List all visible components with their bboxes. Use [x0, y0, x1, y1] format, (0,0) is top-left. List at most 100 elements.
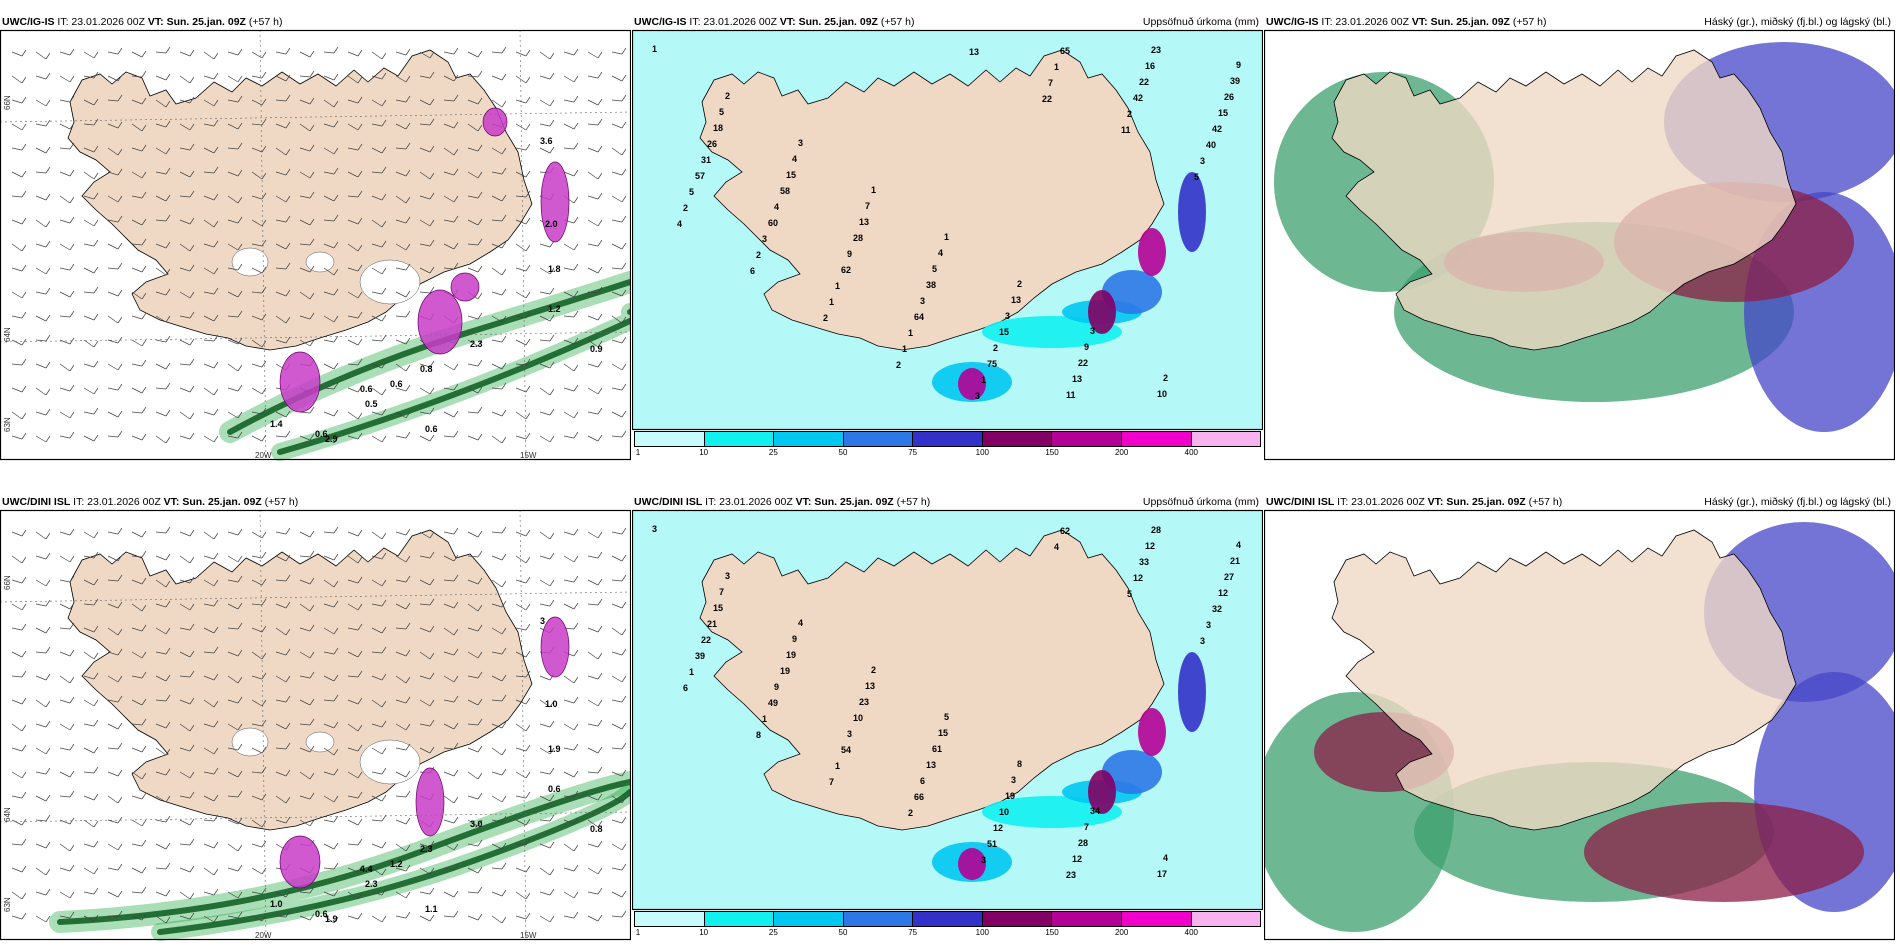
- gust-value-label: 0.8: [590, 824, 603, 834]
- gust-value-label: 0.5: [365, 399, 378, 409]
- precip-value-label: 15: [938, 728, 948, 738]
- panel-header: UWC/DINI ISL IT: 23.01.2026 00Z VT: Sun.…: [1266, 496, 1891, 510]
- gust-value-label: 0.6: [315, 429, 328, 439]
- precip-value-label: 2: [1163, 373, 1168, 383]
- lead-time: (+57 h): [896, 496, 931, 508]
- precip-value-label: 12: [1133, 573, 1143, 583]
- precip-value-label: 5: [932, 264, 937, 274]
- panel-header: UWC/DINI ISL IT: 23.01.2026 00Z VT: Sun.…: [2, 496, 627, 510]
- snow-area: [450, 272, 480, 302]
- precip-value-label: 32: [1212, 604, 1222, 614]
- legend-ticks: 1 10 25 50 75 100 150 200 400: [634, 448, 1261, 458]
- precip-value-label: 3: [1200, 636, 1205, 646]
- precip-value-label: 13: [969, 47, 979, 57]
- precip-value-label: 26: [707, 139, 717, 149]
- legend-tick-label: 50: [838, 448, 848, 457]
- gust-value-label: 3.0: [470, 819, 483, 829]
- gust-value-label: 1.0: [270, 899, 283, 909]
- legend-color-segment: [913, 912, 983, 926]
- legend-tick-label: 400: [1184, 928, 1199, 937]
- precip-value-label: 18: [713, 123, 723, 133]
- precip-value-label: 2: [1017, 279, 1022, 289]
- precip-value-label: 7: [719, 587, 724, 597]
- panel-wind-snow-top: UWC/IG-IS IT: 23.01.2026 00Z VT: Sun. 25…: [0, 12, 631, 462]
- precip-area: [1088, 770, 1116, 814]
- gust-value-label: 3.6: [540, 136, 553, 146]
- gust-value-label: 0.6: [315, 909, 328, 919]
- precip-area: [1102, 750, 1162, 794]
- precip-value-label: 22: [701, 635, 711, 645]
- gust-value-label: 0.9: [590, 344, 603, 354]
- precip-value-label: 27: [1224, 572, 1234, 582]
- precip-value-label: 3: [975, 391, 980, 401]
- precip-value-label: 2: [756, 250, 761, 260]
- precip-value-label: 1: [829, 297, 834, 307]
- map-precip-top: 1231123295474139103918151353222326265828…: [632, 29, 1263, 431]
- precip-area: [1138, 708, 1166, 756]
- legend-tick-label: 200: [1114, 448, 1129, 457]
- legend-tick-label: 200: [1114, 928, 1129, 937]
- legend-tick-label: 10: [699, 928, 709, 937]
- precip-value-label: 8: [1017, 759, 1022, 769]
- longitude-label: 20W: [255, 451, 272, 460]
- valid-time: VT: Sun. 25.jan. 09Z: [779, 16, 878, 28]
- glacier: [305, 251, 335, 273]
- precip-area: [1102, 270, 1162, 314]
- init-time: IT: 23.01.2026 00Z: [689, 16, 777, 28]
- wind-gust-band-core: [57, 779, 631, 925]
- longitude-label: 15W: [520, 451, 537, 460]
- gust-value-label: 0.8: [420, 364, 433, 374]
- legend-colorbar: [634, 911, 1261, 927]
- precip-value-label: 23: [859, 697, 869, 707]
- precip-value-label: 16: [1145, 61, 1155, 71]
- latitude-label: 64N: [3, 327, 12, 342]
- panel-header: UWC/DINI ISL IT: 23.01.2026 00Z VT: Sun.…: [634, 496, 1259, 510]
- precip-value-label: 23: [1151, 45, 1161, 55]
- legend-color-segment: [843, 432, 914, 446]
- precip-value-label: 19: [780, 666, 790, 676]
- glacier: [305, 731, 335, 753]
- legend-color-segment: [1052, 912, 1122, 926]
- legend-ticks: 1 10 25 50 75 100 150 200 400: [634, 928, 1261, 938]
- model-name: UWC/IG-IS: [1266, 16, 1319, 28]
- precip-value-label: 11: [1066, 390, 1076, 400]
- panel-cloud-top: UWC/IG-IS IT: 23.01.2026 00Z VT: Sun. 25…: [1264, 12, 1895, 462]
- legend-tick-label: 75: [908, 448, 918, 457]
- precip-value-label: 3: [652, 524, 657, 534]
- precip-value-label: 2: [908, 808, 913, 818]
- lead-time: (+57 h): [264, 496, 299, 508]
- cloud-layer: [1584, 802, 1864, 902]
- glacier: [231, 727, 269, 757]
- precip-value-label: 6: [683, 683, 688, 693]
- precip-value-label: 2: [1127, 109, 1132, 119]
- legend-color-segment: [982, 432, 1053, 446]
- iceland-land: [1331, 49, 1797, 351]
- wind-gust-band-core: [277, 308, 631, 455]
- panel-title: Uppsöfnuð úrkoma (mm): [1142, 496, 1259, 508]
- precip-value-label: 3: [1206, 620, 1211, 630]
- panel-header: UWC/IG-IS IT: 23.01.2026 00Z VT: Sun. 25…: [634, 16, 1259, 30]
- precip-value-label: 3: [1011, 775, 1016, 785]
- init-time: IT: 23.01.2026 00Z: [73, 496, 161, 508]
- precip-value-label: 23: [1066, 870, 1076, 880]
- legend-color-segment: [1121, 912, 1192, 926]
- precip-value-label: 15: [786, 170, 796, 180]
- precip-value-label: 7: [1084, 822, 1089, 832]
- gust-value-label: 0.6: [360, 384, 373, 394]
- gust-value-label: 4.4: [360, 864, 373, 874]
- wind-gust-band-core: [157, 789, 631, 935]
- panel-precip-bottom: UWC/DINI ISL IT: 23.01.2026 00Z VT: Sun.…: [632, 492, 1263, 942]
- precip-value-label: 26: [1224, 92, 1234, 102]
- precip-value-label: 4: [1163, 853, 1168, 863]
- precip-value-label: 1: [871, 185, 876, 195]
- gust-value-label: 2.3: [470, 339, 483, 349]
- valid-time: VT: Sun. 25.jan. 09Z: [163, 496, 262, 508]
- legend-tick-label: 1: [635, 448, 641, 457]
- precip-value-label: 3: [920, 296, 925, 306]
- precip-value-label: 2: [871, 665, 876, 675]
- precip-legend: 1 10 25 50 75 100 150 200 400: [634, 431, 1261, 457]
- precip-area: [982, 316, 1122, 348]
- panel-precip-top: UWC/IG-IS IT: 23.01.2026 00Z VT: Sun. 25…: [632, 12, 1263, 462]
- precip-value-label: 9: [847, 249, 852, 259]
